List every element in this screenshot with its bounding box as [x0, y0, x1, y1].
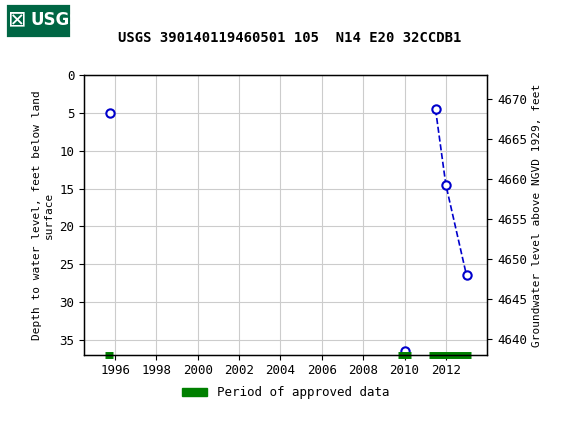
Text: USGS 390140119460501 105  N14 E20 32CCDB1: USGS 390140119460501 105 N14 E20 32CCDB1: [118, 31, 462, 45]
Text: USGS: USGS: [30, 11, 81, 29]
Legend: Period of approved data: Period of approved data: [177, 381, 394, 404]
Y-axis label: Depth to water level, feet below land
surface: Depth to water level, feet below land su…: [32, 90, 54, 340]
Text: ⊠: ⊠: [8, 9, 26, 30]
FancyBboxPatch shape: [5, 3, 71, 37]
Y-axis label: Groundwater level above NGVD 1929, feet: Groundwater level above NGVD 1929, feet: [532, 83, 542, 347]
